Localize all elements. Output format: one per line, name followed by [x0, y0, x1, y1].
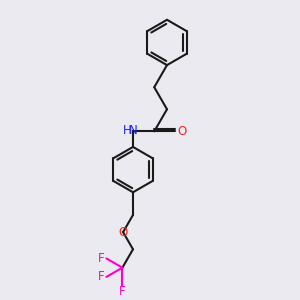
- Text: F: F: [98, 252, 105, 265]
- Text: H: H: [122, 124, 131, 137]
- Text: F: F: [98, 270, 105, 284]
- Text: F: F: [119, 285, 126, 298]
- Text: O: O: [177, 125, 186, 138]
- Text: N: N: [129, 124, 137, 137]
- Text: O: O: [118, 226, 128, 238]
